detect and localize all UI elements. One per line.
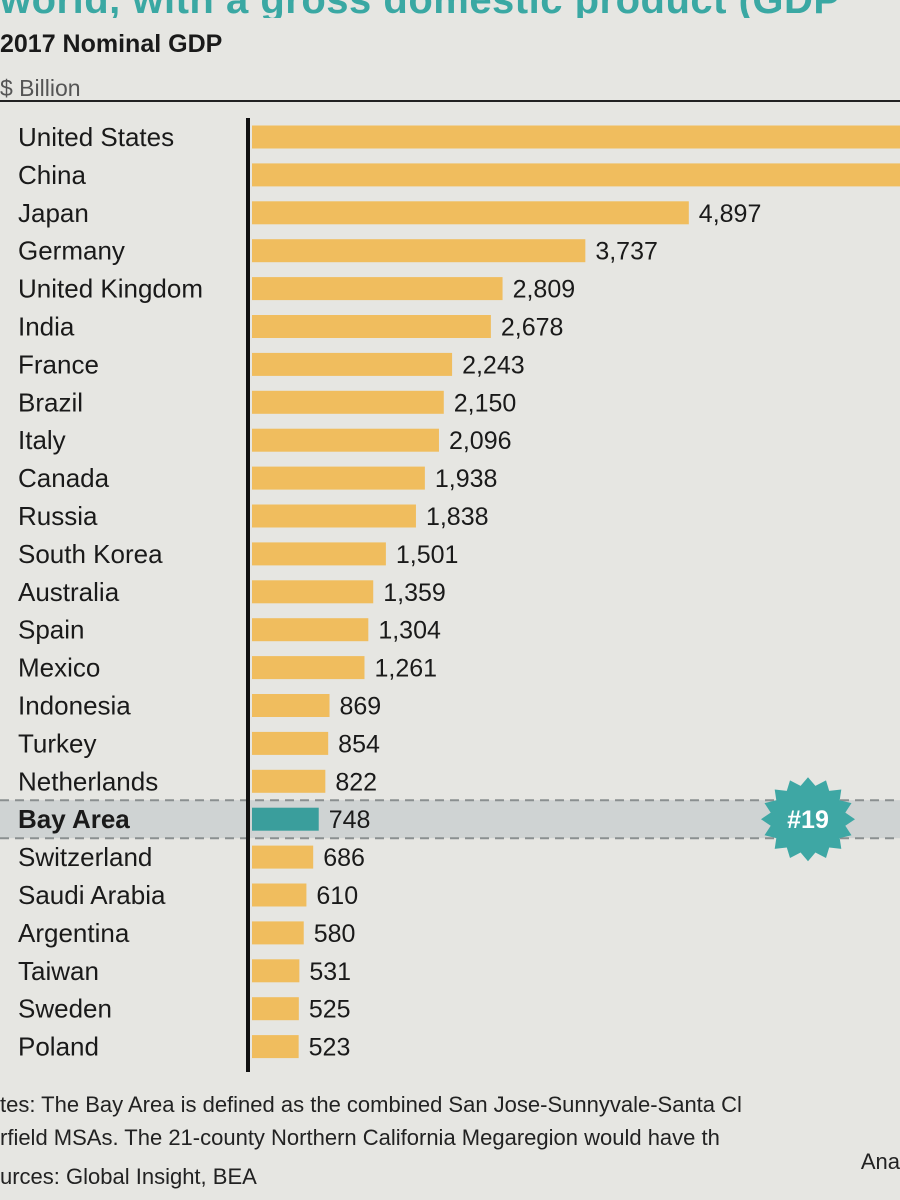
value-label-italy: 2,096 [449, 427, 512, 455]
value-label-bay-area: 748 [329, 806, 371, 834]
category-label-india: India [18, 312, 75, 342]
category-label-japan: Japan [18, 198, 89, 228]
category-label-bay-area: Bay Area [18, 804, 130, 834]
category-label-poland: Poland [18, 1032, 99, 1062]
category-label-netherlands: Netherlands [18, 766, 158, 796]
highlight-band [0, 800, 900, 839]
category-label-mexico: Mexico [18, 653, 100, 683]
value-label-india: 2,678 [501, 314, 564, 342]
value-label-spain: 1,304 [378, 617, 441, 645]
category-label-united-kingdom: United Kingdom [18, 274, 203, 304]
bar-italy [252, 428, 439, 452]
category-label-argentina: Argentina [18, 918, 130, 948]
category-label-taiwan: Taiwan [18, 956, 99, 986]
note-sources: urces: Global Insight, BEA [0, 1164, 257, 1189]
page-heading: world, with a gross domestic product (GD… [0, 0, 900, 18]
bar-switzerland [252, 845, 314, 869]
bar-france [252, 352, 453, 376]
bar-taiwan [252, 959, 300, 983]
value-label-mexico: 1,261 [374, 655, 437, 683]
value-label-united-kingdom: 2,809 [513, 276, 576, 304]
value-label-canada: 1,938 [435, 465, 498, 493]
category-label-indonesia: Indonesia [18, 691, 131, 721]
note-line-2-text: rfield MSAs. The 21-county Northern Cali… [0, 1125, 720, 1150]
bar-australia [252, 580, 374, 604]
category-label-china: China [18, 160, 86, 190]
category-label-saudi-arabia: Saudi Arabia [18, 880, 166, 910]
value-label-switzerland: 686 [323, 844, 365, 872]
bar-saudi-arabia [252, 883, 307, 907]
rank-badge-label: #19 [787, 806, 829, 834]
bar-germany [252, 239, 586, 263]
value-label-poland: 523 [309, 1034, 351, 1062]
value-label-brazil: 2,150 [454, 389, 517, 417]
category-label-germany: Germany [18, 236, 125, 266]
note-line-2-right: Ana [860, 1149, 900, 1174]
bar-brazil [252, 390, 444, 414]
value-label-russia: 1,838 [426, 503, 489, 531]
bar-russia [252, 504, 416, 528]
chart-unit-label: $ Billion [0, 75, 81, 101]
chart-title: 2017 Nominal GDP [0, 30, 223, 58]
value-label-turkey: 854 [338, 730, 380, 758]
value-label-indonesia: 869 [340, 693, 382, 721]
category-label-south-korea: South Korea [18, 539, 163, 569]
value-label-france: 2,243 [462, 351, 525, 379]
note-line-1: tes: The Bay Area is defined as the comb… [0, 1092, 742, 1117]
category-label-canada: Canada [18, 463, 110, 493]
bar-japan [252, 201, 689, 225]
value-label-south-korea: 1,501 [396, 541, 459, 569]
value-label-japan: 4,897 [699, 200, 762, 228]
category-label-australia: Australia [18, 577, 120, 607]
category-label-sweden: Sweden [18, 994, 112, 1024]
note-line-2: rfield MSAs. The 21-county Northern Cali… [0, 1121, 900, 1174]
value-label-germany: 3,737 [595, 238, 658, 266]
bar-indonesia [252, 694, 330, 717]
value-label-argentina: 580 [314, 920, 356, 948]
bar-united-kingdom [252, 277, 503, 301]
rank-badge-starburst [761, 777, 855, 862]
value-label-saudi-arabia: 610 [316, 882, 358, 910]
category-label-turkey: Turkey [18, 728, 97, 758]
bar-poland [252, 1035, 299, 1059]
bar-bay-area [252, 807, 319, 831]
category-label-russia: Russia [18, 501, 98, 531]
value-label-netherlands: 822 [335, 768, 377, 796]
value-label-taiwan: 531 [309, 958, 351, 986]
bar-south-korea [252, 542, 386, 566]
category-label-spain: Spain [18, 615, 85, 645]
category-label-italy: Italy [18, 425, 66, 455]
bar-argentina [252, 921, 304, 945]
top-rule [0, 100, 900, 102]
bar-china [252, 163, 900, 187]
category-label-switzerland: Switzerland [18, 842, 152, 872]
bar-turkey [252, 731, 329, 755]
bar-india [252, 315, 491, 338]
bar-mexico [252, 656, 365, 680]
bar-sweden [252, 997, 299, 1021]
bar-netherlands [252, 769, 326, 793]
bar-spain [252, 618, 369, 642]
bar-united-states [252, 125, 900, 149]
value-label-sweden: 525 [309, 996, 351, 1024]
category-label-france: France [18, 349, 99, 379]
category-label-brazil: Brazil [18, 387, 83, 417]
value-label-australia: 1,359 [383, 579, 446, 607]
category-label-united-states: United States [18, 122, 174, 152]
bar-canada [252, 466, 425, 490]
chart-notes: tes: The Bay Area is defined as the comb… [0, 1088, 900, 1193]
